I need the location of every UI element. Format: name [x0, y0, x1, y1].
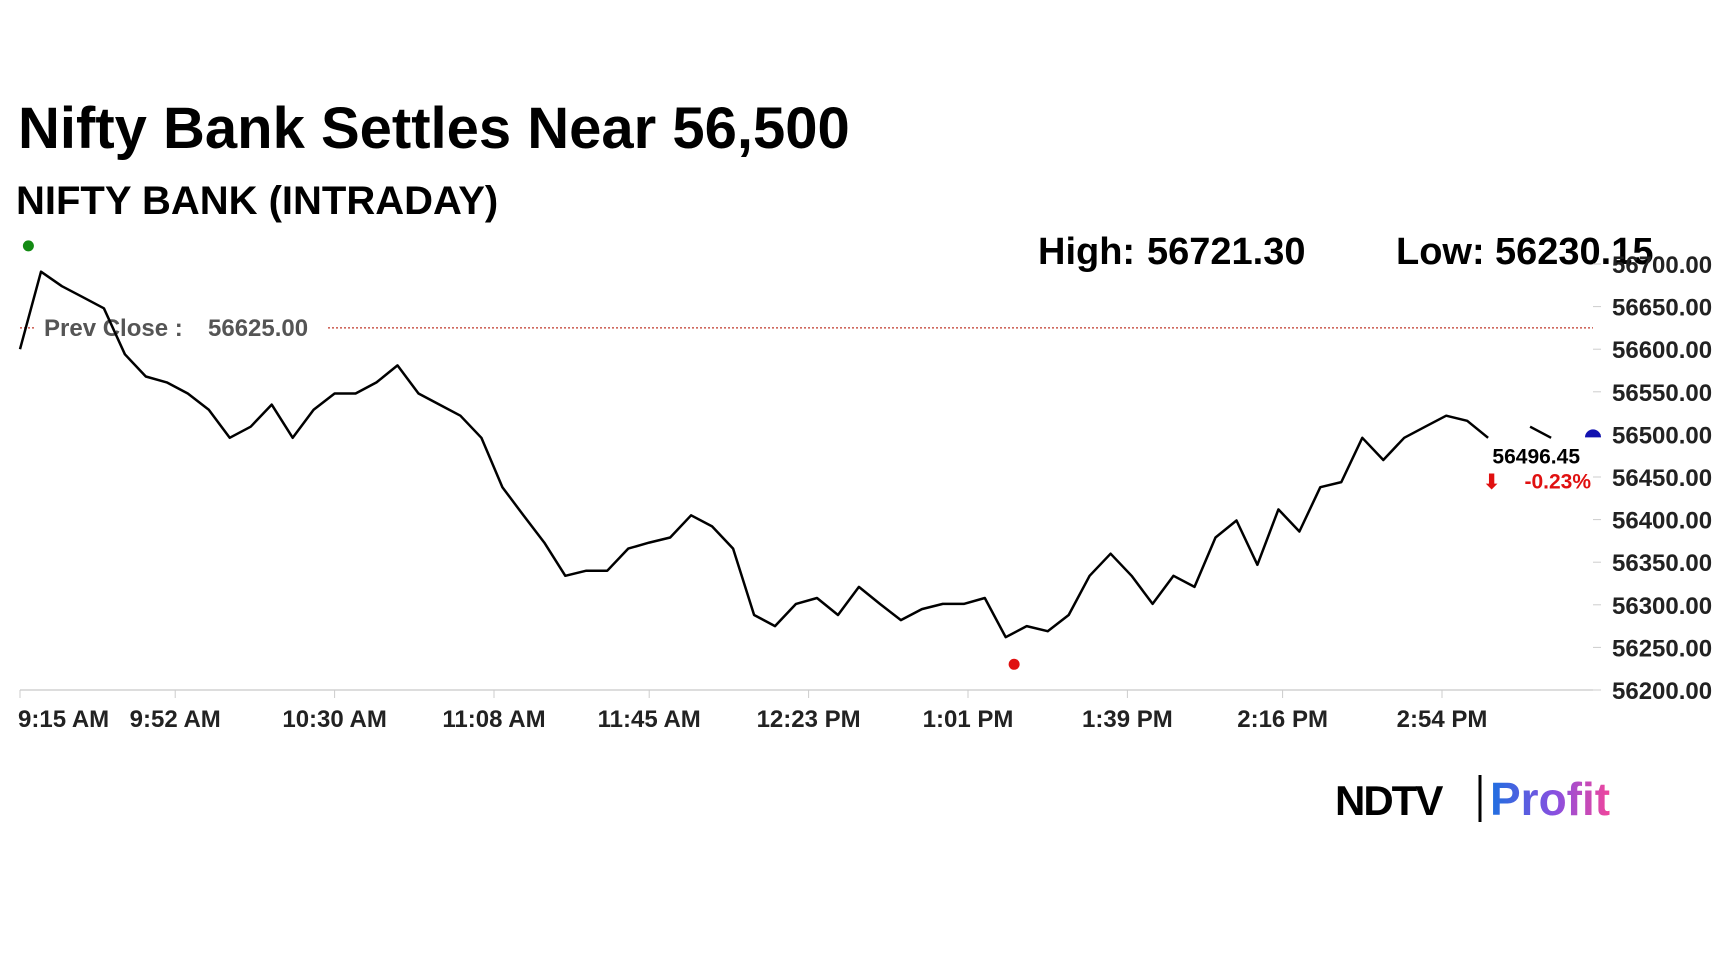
y-tick-label: 56500.00 — [1612, 422, 1712, 449]
y-tick-label: 56400.00 — [1612, 508, 1712, 535]
y-tick-label: 56650.00 — [1612, 295, 1712, 322]
x-tick-label: 2:16 PM — [1237, 706, 1328, 733]
x-tick-label: 11:08 AM — [442, 706, 545, 733]
change-value: -0.23% — [1524, 470, 1591, 493]
y-tick-label: 56600.00 — [1612, 337, 1712, 364]
x-tick-label: 9:52 AM — [130, 706, 221, 733]
x-tick-label: 11:45 AM — [598, 706, 701, 733]
high-label: High: — [1038, 231, 1135, 273]
x-tick-label: 1:39 PM — [1082, 706, 1173, 733]
y-tick-label: 56550.00 — [1612, 380, 1712, 407]
x-tick-label: 2:54 PM — [1397, 706, 1488, 733]
brand-product: Profit — [1490, 773, 1610, 825]
high-marker — [22, 240, 34, 252]
chart-title: Nifty Bank Settles Near 56,500 — [18, 96, 850, 161]
y-tick-label: 56450.00 — [1612, 465, 1712, 492]
low-value: 56230.15 — [1495, 231, 1654, 273]
chart-subtitle: NIFTY BANK (INTRADAY) — [16, 179, 498, 223]
low-marker — [1008, 658, 1020, 670]
high-value: 56721.30 — [1147, 231, 1306, 273]
close-marker — [1585, 429, 1601, 438]
y-tick-label: 56250.00 — [1612, 635, 1712, 662]
x-tick-label: 10:30 AM — [282, 706, 386, 733]
y-tick-label: 56200.00 — [1612, 678, 1712, 705]
prev-close-bg — [36, 311, 326, 344]
y-tick-label: 56700.00 — [1612, 252, 1712, 279]
low-label: Low: — [1396, 231, 1485, 273]
x-tick-label: 12:23 PM — [757, 706, 861, 733]
prev-close-value: 56625.00 — [208, 315, 308, 342]
y-tick-label: 56300.00 — [1612, 593, 1712, 620]
price-line — [18, 270, 1552, 639]
x-tick-label: 1:01 PM — [923, 706, 1014, 733]
brand-name: NDTV — [1335, 777, 1443, 824]
x-tick-label: 9:15 AM — [18, 706, 109, 733]
close-value: 56496.45 — [1492, 445, 1580, 468]
y-tick-label: 56350.00 — [1612, 550, 1712, 577]
change-arrow: ⬇ — [1483, 471, 1500, 493]
